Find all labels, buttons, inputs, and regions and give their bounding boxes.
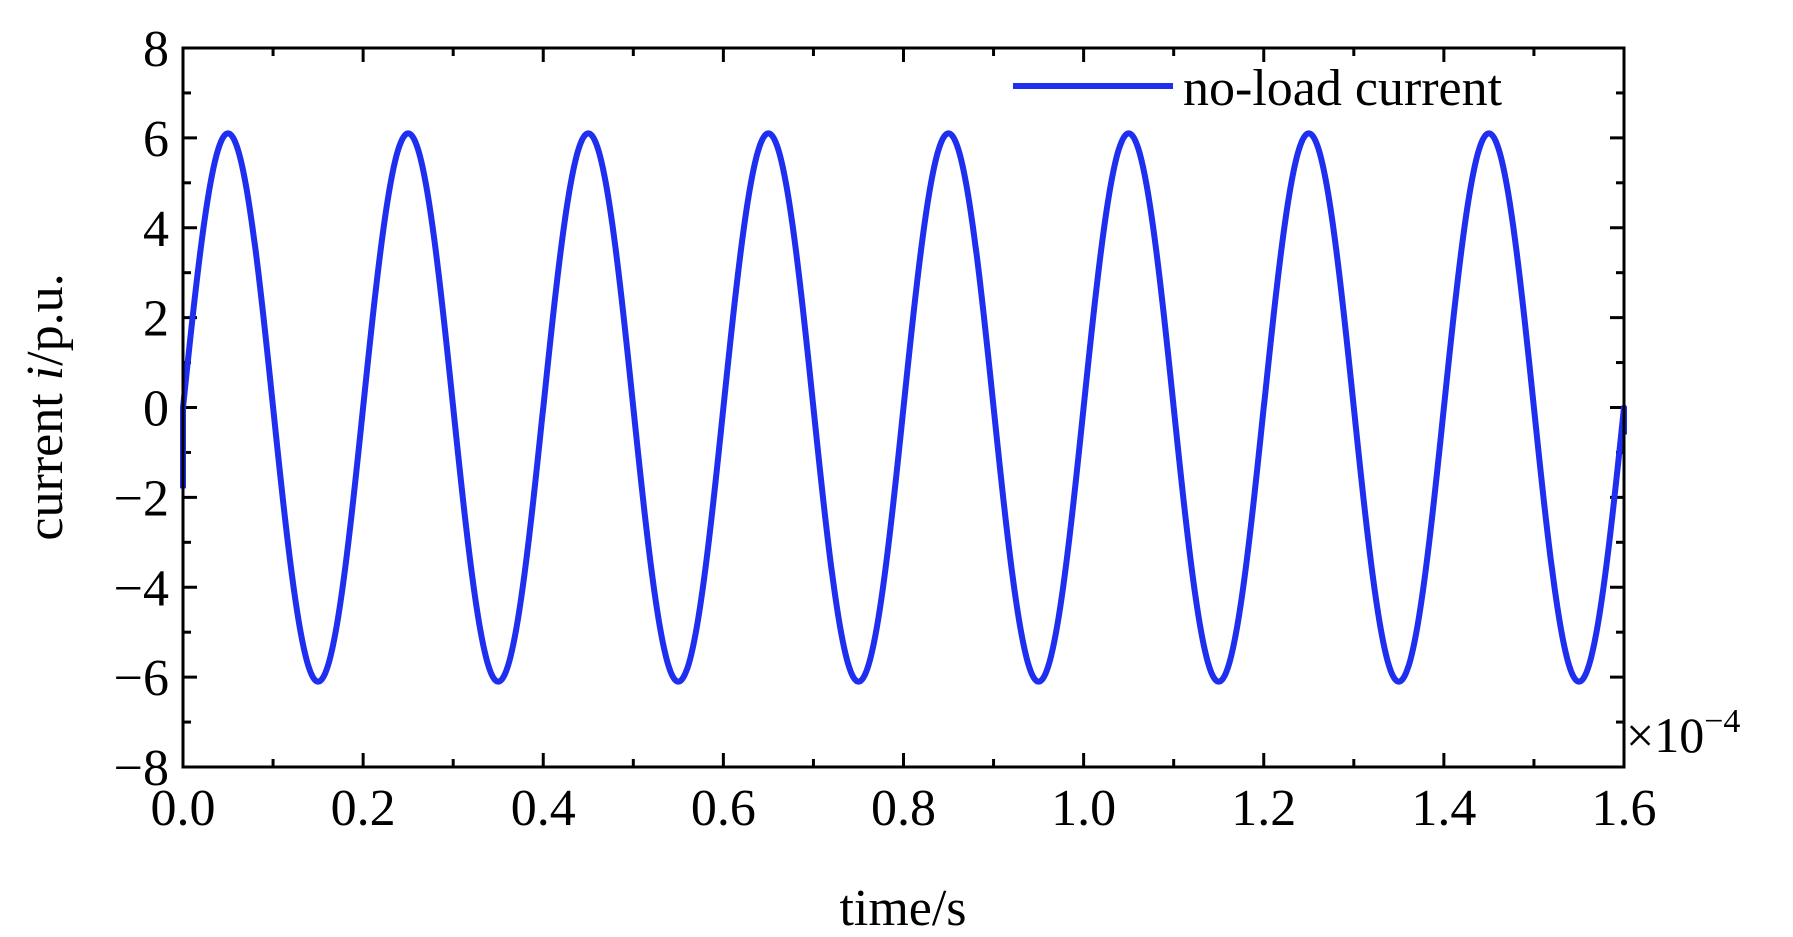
y-tick-label: 8 — [143, 21, 169, 78]
y-tick-label: −4 — [114, 560, 169, 617]
y-tick-label: 6 — [143, 111, 169, 168]
series-layer — [180, 130, 1627, 685]
y-tick-label: 0 — [143, 381, 169, 438]
y-tick-label: 4 — [143, 201, 169, 258]
x-tick-label: 1.4 — [1411, 780, 1476, 837]
x-tick-label: 0.6 — [691, 780, 756, 837]
x-tick-label: 0.0 — [151, 780, 216, 837]
series-line-no-load-current — [180, 130, 1627, 685]
y-tick-label: −6 — [114, 650, 169, 707]
x-tick-label: 0.8 — [871, 780, 936, 837]
x-axis-label: time/s — [839, 880, 966, 937]
legend-label: no-load current — [1183, 60, 1503, 117]
y-tick-label: −8 — [114, 740, 169, 797]
y-tick-label: −2 — [114, 470, 169, 527]
x-tick-label: 1.0 — [1051, 780, 1116, 837]
plot-frame — [181, 46, 1626, 769]
x-tick-label: 0.2 — [331, 780, 396, 837]
y-axis-label: current i/p.u. — [17, 273, 74, 540]
x-multiplier: ×10−4 — [1626, 703, 1740, 763]
x-tick-label: 1.2 — [1231, 780, 1296, 837]
legend: no-load current — [1013, 60, 1503, 117]
x-tick-label: 1.6 — [1592, 780, 1657, 837]
tick-labels: 0.0 0.2 0.4 0.6 0.8 1.0 1.2 1.4 1.6 8 6 4 2 0 −2 −4 −6 −8 — [114, 21, 1657, 837]
y-tick-label: 2 — [143, 291, 169, 348]
x-tick-label: 0.4 — [511, 780, 576, 837]
